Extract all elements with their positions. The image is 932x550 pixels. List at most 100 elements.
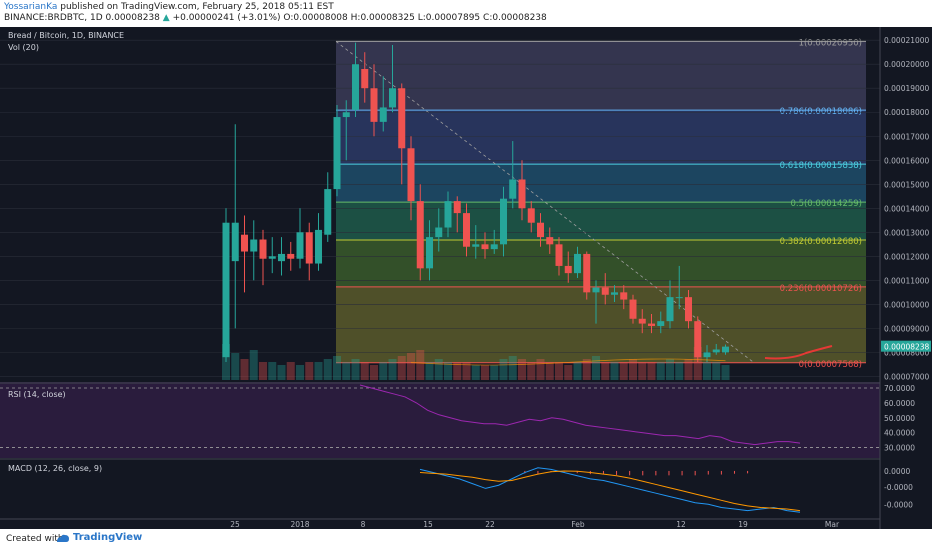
fib-level-label: 1(0.00020950): [799, 38, 862, 48]
candle-body: [407, 148, 415, 202]
candle-body: [222, 222, 230, 358]
fibonacci-retracement: 1(0.00020950)0.786(0.00018086)0.618(0.00…: [335, 38, 866, 370]
volume-bar: [656, 362, 665, 380]
time-tick-label: 2018: [290, 520, 309, 529]
candle-body: [537, 222, 544, 238]
volume-bar: [305, 362, 314, 380]
candle-body: [555, 244, 563, 266]
price-tick-label: 0.00015000: [884, 180, 930, 189]
fib-level-label: 0.618(0.00015838): [780, 161, 862, 171]
volume-bar: [638, 362, 647, 380]
volume-bar: [675, 362, 684, 380]
candle-body: [620, 292, 628, 300]
volume-bar: [527, 362, 536, 380]
candle-body: [722, 346, 729, 353]
price-tick-label: 0.00021000: [884, 36, 930, 45]
candle-body: [648, 323, 655, 326]
volume-bar: [342, 362, 351, 380]
candle-body: [638, 318, 646, 324]
price-tick-label: 0.00020000: [884, 60, 930, 69]
footer: Created with TradingView: [0, 529, 932, 550]
candle-body: [675, 297, 683, 299]
price-tick-label: 0.00017000: [884, 132, 930, 141]
fib-level-label: 0(0.00007568): [799, 360, 862, 370]
last-price: 0.00008238: [105, 13, 160, 23]
volume-bar: [518, 359, 526, 380]
candle-body: [453, 201, 461, 214]
rsi-tick-label: 50.0000: [884, 414, 915, 423]
price-tick-label: 0.00018000: [884, 108, 930, 117]
volume-bar: [564, 365, 573, 380]
price-tick-label: 0.00009000: [884, 324, 930, 333]
volume-bar: [268, 362, 277, 380]
author-link[interactable]: YossarianKa: [4, 2, 58, 12]
candle-body: [694, 321, 702, 358]
volume-bar: [333, 356, 341, 380]
rsi-line: [359, 384, 801, 446]
tradingview-logo-icon: [57, 534, 69, 542]
candle-body: [231, 222, 239, 262]
volume-bar: [703, 362, 711, 380]
volume-bar: [453, 362, 462, 380]
publish-line: YossarianKa published on TradingView.com…: [4, 2, 334, 12]
volume-label: Vol (20): [8, 43, 39, 52]
volume-bar: [721, 365, 730, 380]
candle-body: [481, 244, 489, 250]
candle-body: [259, 239, 267, 259]
price-tick-label: 0.00016000: [884, 156, 930, 165]
candle-body: [564, 265, 572, 274]
candle-body: [250, 239, 258, 252]
volume-bar: [555, 362, 563, 380]
volume-bar: [471, 365, 480, 380]
axis-background: [880, 27, 932, 529]
volume-bar: [259, 362, 267, 380]
candlesticks: [222, 42, 833, 366]
price-tick-label: 0.00014000: [884, 204, 930, 213]
volume-bar: [601, 362, 610, 380]
publish-header: YossarianKa published on TradingView.com…: [0, 0, 932, 26]
fib-level-label: 0.236(0.00010726): [780, 284, 862, 294]
macd-pane: 0.0000 -0.0000 -0.0000: [0, 458, 913, 513]
rsi-tick-label: 30.0000: [884, 444, 915, 453]
time-tick-label: 19: [738, 520, 748, 529]
candle-body: [241, 234, 248, 252]
chart-area[interactable]: 1(0.00020950) 0.786(0.00018086) 0.618(0.00…: [0, 27, 932, 529]
time-tick-label: 8: [361, 520, 366, 529]
candle-body: [546, 237, 554, 245]
price-axis: 0.00021000 0.00020000 0.00019000 0.00018000…: [879, 27, 932, 529]
candle-body: [389, 88, 396, 108]
volume-bar: [240, 359, 249, 380]
candle-body: [352, 64, 359, 110]
volume-bar: [582, 359, 591, 380]
tradingview-brand[interactable]: TradingView: [73, 532, 143, 543]
candle-body: [398, 88, 406, 149]
candle-body: [287, 253, 295, 259]
high-value: H:0.00008325: [350, 13, 415, 23]
macd-tick-label: -0.0000: [884, 500, 913, 509]
fib-zone: [336, 240, 866, 287]
volume-bar: [370, 365, 378, 380]
price-chart-svg[interactable]: 1(0.00020950)0.786(0.00018086)0.618(0.00…: [0, 27, 932, 529]
time-tick-label: 25: [230, 520, 240, 529]
candle-body: [583, 253, 591, 293]
volume-bar: [397, 356, 406, 380]
up-arrow-icon: ▲: [162, 13, 170, 23]
created-with-text: Created with: [6, 534, 64, 544]
candle-body: [370, 88, 378, 122]
volume-bar: [693, 347, 702, 380]
rsi-label: RSI (14, close): [8, 390, 66, 399]
volume-bars: [222, 344, 730, 380]
time-tick-label: Feb: [571, 520, 585, 529]
close-value: C:0.00008238: [483, 13, 547, 23]
volume-bar: [629, 359, 637, 380]
volume-bar: [499, 359, 508, 380]
volume-bar: [573, 362, 582, 380]
volume-bar: [416, 350, 425, 380]
candle-body: [472, 244, 480, 247]
candle-body: [657, 321, 665, 326]
price-tick-label: 0.00013000: [884, 228, 930, 237]
volume-bar: [619, 362, 628, 380]
candle-body: [305, 232, 313, 264]
low-value: L:0.00007895: [417, 13, 481, 23]
candle-body: [463, 213, 470, 247]
